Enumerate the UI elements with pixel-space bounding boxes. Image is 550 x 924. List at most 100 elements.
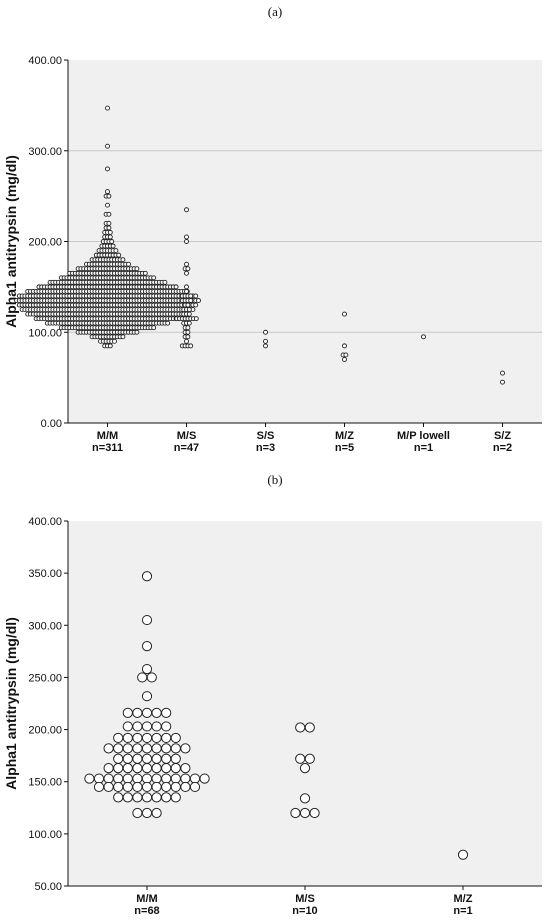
a-point: [342, 357, 347, 362]
b-point: [113, 763, 124, 774]
b-point: [103, 743, 114, 754]
b-point: [122, 781, 133, 793]
b-point: [309, 807, 320, 819]
a-point: [263, 343, 268, 349]
a-point: [184, 234, 189, 240]
b-y-axis-title: Alpha1 antitrypsin (mg/dl): [3, 617, 19, 790]
b-ytick-label: 150.00: [28, 777, 62, 789]
a-point: [185, 302, 191, 308]
a-point: [106, 225, 112, 231]
chart-b: 50.00 100.00 150.00 200.00 250.00 300.00 350.0…: [3, 516, 542, 917]
b-point: [170, 792, 181, 803]
b-ytick-label: 250.00: [28, 672, 62, 684]
a-point: [116, 252, 122, 258]
a-point: [126, 261, 131, 267]
a-point: [188, 343, 194, 349]
a-point: [500, 379, 505, 385]
b-point: [180, 743, 191, 754]
b-point: [132, 707, 143, 718]
b-point: [141, 773, 153, 784]
a-point: [185, 329, 191, 335]
b-point: [189, 781, 201, 793]
b-point: [141, 763, 153, 774]
a-point: [105, 143, 110, 149]
a-point: [110, 243, 116, 249]
a-point: [184, 239, 189, 244]
b-point: [151, 721, 162, 732]
b-point: [290, 807, 301, 819]
a-point: [184, 261, 189, 267]
a-point: [106, 193, 112, 199]
b-point: [161, 743, 172, 754]
b-point: [161, 732, 172, 744]
b-point: [161, 792, 172, 803]
a-point: [106, 211, 112, 217]
a-category-label: S/S: [257, 430, 275, 442]
b-point: [170, 743, 181, 754]
a-category-label: M/Z: [335, 430, 354, 442]
b-point: [132, 743, 143, 754]
b-point: [151, 781, 162, 793]
a-point: [184, 284, 189, 290]
b-point: [457, 849, 469, 860]
b-point: [113, 732, 124, 744]
b-point: [113, 792, 124, 803]
b-point: [161, 781, 172, 793]
b-category-n: n=68: [134, 905, 159, 917]
a-category-label: M/M: [97, 430, 118, 442]
b-point: [141, 721, 153, 732]
a-point: [184, 338, 189, 344]
a-ytick-label: 300.00: [28, 146, 62, 158]
b-point: [151, 743, 162, 754]
b-point: [161, 707, 172, 718]
b-point: [122, 753, 133, 764]
a-ytick-label: 100.00: [28, 327, 62, 339]
a-point: [120, 334, 126, 340]
b-point: [141, 732, 153, 744]
b-point: [113, 773, 124, 784]
a-point: [263, 329, 268, 335]
a-point: [263, 338, 268, 344]
b-point: [113, 753, 124, 764]
a-point: [165, 320, 171, 326]
a-category-n: n=1: [414, 442, 433, 454]
a-point: [342, 343, 347, 349]
a-point: [120, 257, 126, 263]
b-point: [189, 773, 201, 784]
b-point: [146, 672, 157, 683]
b-point: [132, 781, 143, 793]
a-point: [107, 234, 113, 240]
b-point: [170, 763, 181, 774]
b-point: [122, 763, 133, 774]
a-point: [342, 311, 347, 317]
a-point: [107, 343, 113, 349]
b-point: [161, 721, 172, 732]
b-ytick-label: 50.00: [34, 881, 62, 893]
b-point: [122, 792, 133, 803]
chart-a: 0.00 100.00 200.00 300.00 400.00 Alpha1 antit…: [3, 55, 542, 454]
a-ytick-label: 0.00: [41, 418, 62, 430]
b-point: [132, 732, 143, 744]
a-point: [188, 298, 194, 303]
a-point: [105, 189, 110, 195]
a-point: [185, 266, 191, 272]
a-point: [193, 293, 199, 299]
a-point: [186, 320, 192, 326]
b-ytick-label: 200.00: [28, 725, 62, 737]
b-point: [141, 641, 153, 652]
b-point: [151, 807, 162, 819]
a-point: [421, 334, 426, 340]
a-point: [105, 105, 110, 111]
b-point: [141, 781, 153, 793]
a-point: [105, 166, 110, 172]
b-category-n: n=1: [453, 905, 472, 917]
b-point: [113, 743, 124, 754]
b-point: [141, 807, 153, 819]
a-point: [184, 288, 189, 294]
a-point: [151, 275, 157, 281]
a-category-label: M/S: [177, 430, 197, 442]
a-y-axis-title: Alpha1 antitrypsin (mg/dl): [3, 155, 19, 328]
b-point: [141, 663, 153, 675]
b-point: [161, 753, 172, 764]
b-point: [180, 773, 191, 784]
